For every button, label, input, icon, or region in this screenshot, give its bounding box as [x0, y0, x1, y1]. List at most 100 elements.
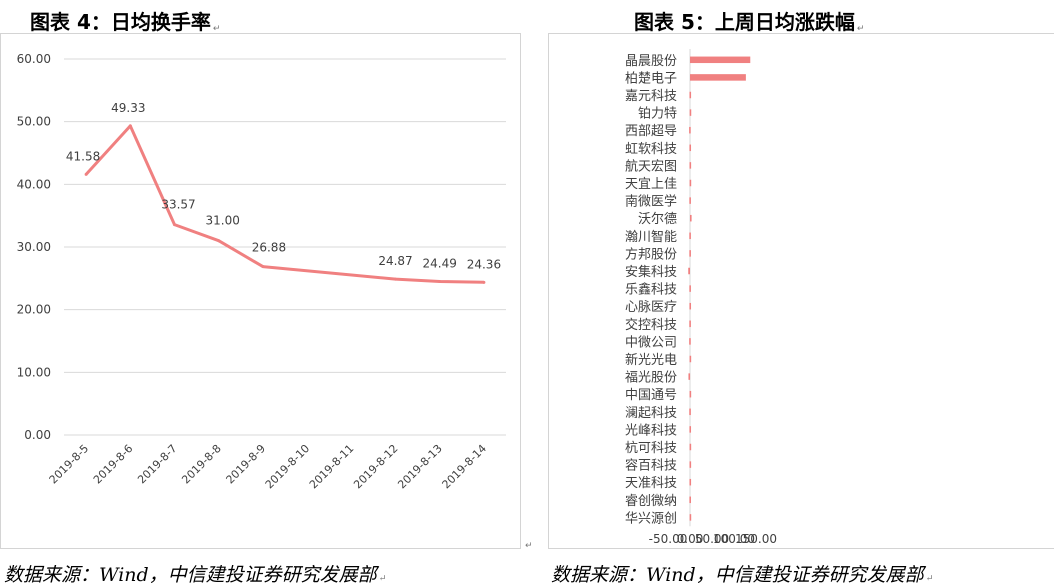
data-label: 26.88 — [252, 241, 286, 255]
bar — [689, 338, 691, 345]
category-label: 方邦股份 — [625, 246, 677, 262]
category-label: 华兴源创 — [625, 511, 677, 526]
y-tick-label: 60.00 — [17, 52, 51, 66]
left-source-text: 数据来源：Wind，中信建投证券研究发展部 — [4, 564, 377, 586]
paragraph-mark-icon: ↵ — [925, 574, 934, 584]
data-label: 41.58 — [66, 149, 100, 163]
turnover-series-line — [84, 124, 484, 284]
bar — [689, 126, 691, 134]
category-label: 光峰科技 — [625, 423, 677, 438]
change-bar-chart-svg: 晶晨股份柏楚电子嘉元科技铂力特西部超导虹软科技航天宏图天宜上佳南微医学沃尔德瀚川… — [625, 49, 777, 546]
bar — [689, 390, 692, 398]
y-tick-label: 50.00 — [17, 115, 51, 129]
bar — [689, 426, 692, 433]
data-point — [84, 172, 88, 176]
bar — [689, 408, 691, 416]
bar — [689, 478, 692, 486]
category-label: 新光光电 — [625, 352, 677, 368]
category-label: 杭可科技 — [625, 441, 677, 456]
x-tick-label: 0.00 — [677, 532, 704, 546]
bar — [689, 443, 692, 451]
data-label: 24.49 — [423, 257, 457, 271]
category-label: 中微公司 — [625, 335, 677, 350]
x-tick-label: -50.00 — [649, 532, 688, 546]
bar — [689, 250, 691, 257]
bar — [689, 179, 692, 187]
paragraph-mark-icon: ↵ — [212, 24, 221, 34]
category-label: 心脉医疗 — [625, 300, 677, 315]
x-tick-label: 2019-8-11 — [307, 442, 356, 491]
bar — [689, 197, 691, 204]
left-chart-title: 图表 4：日均换手率 ↵ — [30, 6, 220, 35]
change-bar-chart: 晶晨股份柏楚电子嘉元科技铂力特西部超导虹软科技 航天宏图天宜上佳南微医学沃尔德瀚川… — [548, 33, 1054, 549]
data-label: 24.36 — [467, 257, 501, 271]
data-point — [173, 223, 176, 227]
x-tick-label: 2019-8-14 — [440, 442, 489, 491]
bar — [689, 461, 692, 468]
data-point — [438, 280, 442, 284]
category-label: 安集科技 — [625, 264, 677, 280]
y-tick-label: 0.00 — [24, 428, 51, 442]
y-tick-label: 40.00 — [17, 177, 51, 191]
category-label: 柏楚电子 — [625, 71, 677, 86]
bar — [689, 109, 692, 116]
bar — [690, 56, 751, 64]
right-chart-title: 图表 5：上周日均涨跌幅 ↵ — [634, 6, 864, 35]
category-label: 虹软科技 — [625, 142, 677, 157]
bar — [688, 267, 690, 275]
category-label: 中国通号 — [625, 388, 677, 403]
paragraph-mark-icon: ↵ — [525, 541, 533, 551]
bar — [689, 320, 691, 328]
y-tick-label: 20.00 — [17, 303, 51, 317]
paragraph-mark-icon: ↵ — [856, 24, 865, 34]
category-label: 沃尔德 — [638, 212, 677, 227]
category-label: 南微医学 — [625, 194, 677, 210]
x-tick-label: 2019-8-7 — [135, 442, 180, 487]
data-label: 33.57 — [161, 198, 195, 212]
x-tick-label: 2019-8-13 — [395, 442, 444, 491]
bar — [689, 285, 691, 292]
y-tick-label: 30.00 — [17, 240, 51, 254]
x-tick-label: 2019-8-5 — [47, 442, 92, 487]
y-tick-label: 10.00 — [17, 365, 51, 379]
category-label: 西部超导 — [625, 124, 677, 139]
x-tick-label: 2019-8-10 — [263, 442, 312, 491]
x-tick-label: 100.00 — [713, 532, 755, 546]
bar — [689, 496, 691, 504]
paragraph-mark-icon: ↵ — [378, 574, 387, 584]
bar — [689, 144, 692, 152]
data-point — [482, 280, 486, 284]
category-label: 瀚川智能 — [625, 230, 677, 245]
category-label: 睿创微纳 — [625, 494, 677, 509]
category-label: 容百科技 — [625, 458, 677, 474]
x-tick-label: 2019-8-12 — [351, 442, 400, 491]
category-label: 铂力特 — [638, 106, 677, 122]
category-label: 晶晨股份 — [625, 54, 677, 69]
data-point — [217, 239, 221, 243]
category-label: 交控科技 — [625, 317, 677, 333]
left-source-note: 数据来源：Wind，中信建投证券研究发展部 ↵ — [4, 560, 386, 587]
data-label: 24.87 — [378, 254, 412, 268]
bar — [689, 355, 692, 363]
left-chart-title-text: 图表 4：日均换手率 — [30, 10, 211, 34]
category-label: 澜起科技 — [625, 406, 677, 421]
category-label: 福光股份 — [625, 371, 677, 386]
category-label: 嘉元科技 — [625, 89, 677, 104]
right-source-text: 数据来源：Wind，中信建投证券研究发展部 — [551, 564, 924, 586]
turnover-line-chart-svg: 0.00 10.00 20.00 30.00 40.00 50.00 60.00 41.58 4… — [17, 52, 506, 491]
category-label: 航天宏图 — [625, 158, 677, 174]
data-point — [128, 124, 132, 128]
bar — [689, 232, 691, 240]
x-tick-label: 2019-8-8 — [179, 442, 224, 487]
bar — [689, 162, 692, 169]
x-tick-label: 2019-8-6 — [91, 442, 136, 487]
bar — [690, 214, 692, 222]
category-label: 天宜上佳 — [625, 177, 677, 192]
x-tick-label: 50.00 — [695, 532, 729, 546]
right-chart-title-text: 图表 5：上周日均涨跌幅 — [634, 10, 855, 34]
x-tick-label: 150.00 — [735, 532, 777, 546]
x-tick-label: 2019-8-9 — [224, 442, 269, 487]
category-label: 天准科技 — [625, 476, 677, 491]
bar — [688, 373, 691, 380]
data-label: 49.33 — [111, 101, 145, 115]
